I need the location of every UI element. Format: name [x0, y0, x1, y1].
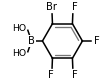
- Text: F: F: [72, 2, 78, 12]
- Text: F: F: [94, 36, 100, 46]
- Text: Br: Br: [46, 2, 57, 12]
- Text: HO: HO: [12, 49, 26, 58]
- Text: B: B: [28, 36, 35, 46]
- Text: F: F: [48, 70, 54, 80]
- Text: HO: HO: [12, 24, 26, 33]
- Text: F: F: [72, 70, 78, 80]
